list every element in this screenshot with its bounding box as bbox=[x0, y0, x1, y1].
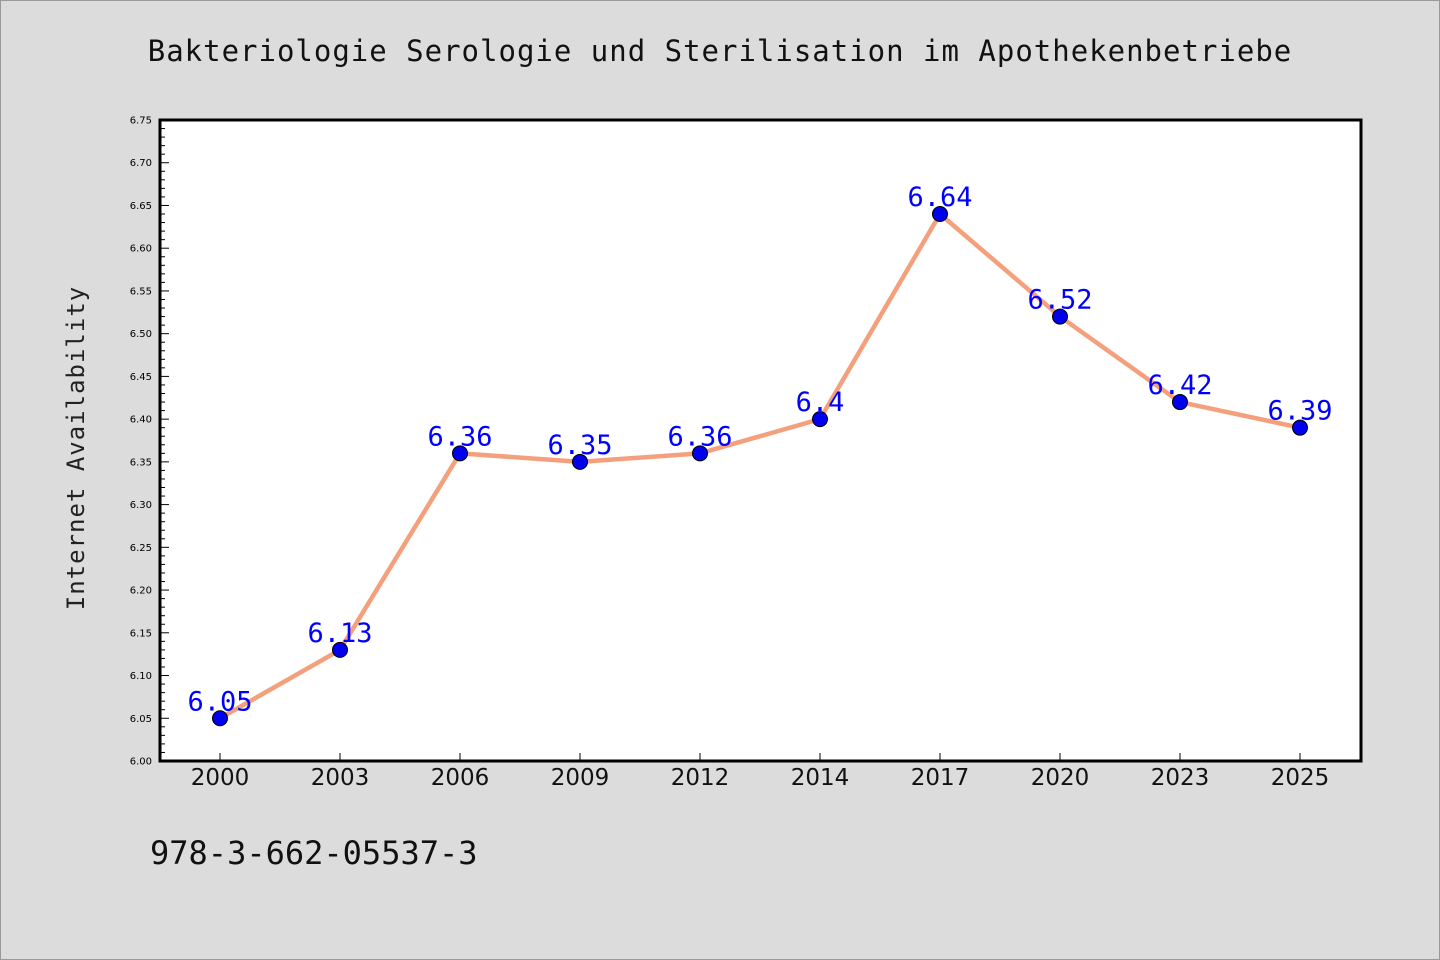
data-label: 6.05 bbox=[187, 686, 252, 717]
data-point bbox=[1052, 308, 1068, 325]
data-label: 6.42 bbox=[1147, 370, 1212, 401]
series-line bbox=[217, 211, 1303, 721]
data-label: 6.4 bbox=[796, 387, 845, 418]
x-tick-label: 2023 bbox=[1151, 765, 1210, 791]
y-tick-label: 6.20 bbox=[130, 586, 152, 597]
data-point bbox=[332, 641, 348, 658]
x-tick-label: 2017 bbox=[911, 765, 970, 791]
data-label: 6.36 bbox=[667, 421, 732, 452]
data-point bbox=[1172, 394, 1188, 411]
y-tick-label: 6.50 bbox=[130, 329, 152, 340]
data-point bbox=[692, 445, 708, 462]
y-tick-label: 6.05 bbox=[130, 714, 152, 725]
x-tick-label: 2025 bbox=[1271, 765, 1330, 791]
y-tick-label: 6.00 bbox=[130, 757, 152, 768]
y-tick-label: 6.70 bbox=[130, 158, 152, 169]
isbn-text: 978-3-662-05537-3 bbox=[150, 834, 478, 872]
series-line-group bbox=[212, 206, 1308, 727]
x-tick-label: 2014 bbox=[791, 765, 850, 791]
x-axis: 2000 2003 2006 2009 2012 2014 2017 2020 2023 2025 bbox=[191, 753, 1330, 791]
x-tick-label: 2012 bbox=[671, 765, 730, 791]
y-tick-label: 6.25 bbox=[130, 543, 152, 554]
y-tick-label: 6.30 bbox=[130, 500, 152, 511]
data-point bbox=[1292, 419, 1308, 436]
y-tick-label: 6.35 bbox=[130, 457, 152, 468]
y-tick-label: 6.60 bbox=[130, 244, 152, 255]
y-tick-label: 6.65 bbox=[130, 201, 152, 212]
data-labels-group: 6.05 6.13 6.36 6.35 6.36 6.4 6.64 6.52 6.42 6.39 bbox=[187, 182, 1332, 717]
data-point bbox=[572, 453, 588, 470]
data-point bbox=[932, 206, 948, 223]
x-tick-label: 2020 bbox=[1031, 765, 1090, 791]
data-label: 6.52 bbox=[1027, 285, 1092, 316]
data-point bbox=[452, 445, 468, 462]
data-label: 6.13 bbox=[307, 618, 372, 649]
x-tick-label: 2003 bbox=[311, 765, 370, 791]
y-tick-label: 6.55 bbox=[130, 286, 152, 297]
y-tick-label: 6.10 bbox=[130, 671, 152, 682]
y-tick-label: 6.40 bbox=[130, 415, 152, 426]
chart-title: Bakteriologie Serologie und Sterilisatio… bbox=[147, 34, 1293, 68]
y-tick-label: 6.75 bbox=[130, 116, 152, 127]
x-tick-label: 2000 bbox=[191, 765, 250, 791]
y-axis: 6.00 6.05 6.10 6.15 6.20 6.25 6.30 6.35 6.40 6.45… bbox=[130, 116, 169, 768]
data-point bbox=[212, 710, 228, 727]
data-label: 6.36 bbox=[427, 421, 492, 452]
data-label: 6.35 bbox=[547, 430, 612, 461]
plot-area bbox=[158, 118, 1363, 763]
y-tick-label: 6.15 bbox=[130, 628, 152, 639]
data-point bbox=[812, 411, 828, 428]
data-label: 6.39 bbox=[1267, 396, 1332, 427]
x-tick-label: 2009 bbox=[551, 765, 610, 791]
x-tick-label: 2006 bbox=[431, 765, 490, 791]
y-tick-label: 6.45 bbox=[130, 372, 152, 383]
data-label: 6.64 bbox=[907, 182, 972, 213]
